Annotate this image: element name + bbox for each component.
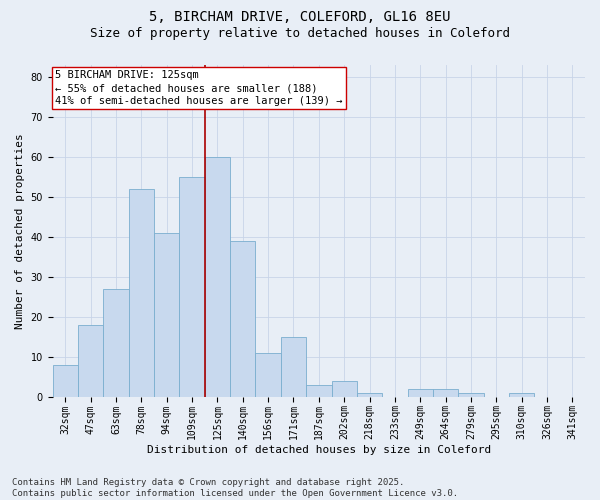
Bar — [78, 324, 103, 396]
Bar — [53, 364, 78, 396]
Bar — [306, 384, 332, 396]
Text: Contains HM Land Registry data © Crown copyright and database right 2025.
Contai: Contains HM Land Registry data © Crown c… — [12, 478, 458, 498]
Y-axis label: Number of detached properties: Number of detached properties — [15, 133, 25, 328]
Bar — [103, 288, 129, 397]
X-axis label: Distribution of detached houses by size in Coleford: Distribution of detached houses by size … — [147, 445, 491, 455]
Bar — [281, 336, 306, 396]
Bar — [458, 392, 484, 396]
Bar — [154, 233, 179, 396]
Text: 5 BIRCHAM DRIVE: 125sqm
← 55% of detached houses are smaller (188)
41% of semi-d: 5 BIRCHAM DRIVE: 125sqm ← 55% of detache… — [55, 70, 343, 106]
Bar — [205, 157, 230, 396]
Text: 5, BIRCHAM DRIVE, COLEFORD, GL16 8EU: 5, BIRCHAM DRIVE, COLEFORD, GL16 8EU — [149, 10, 451, 24]
Bar — [256, 352, 281, 397]
Bar — [129, 189, 154, 396]
Bar — [433, 388, 458, 396]
Bar — [509, 392, 535, 396]
Bar — [179, 177, 205, 396]
Bar — [332, 380, 357, 396]
Bar — [407, 388, 433, 396]
Text: Size of property relative to detached houses in Coleford: Size of property relative to detached ho… — [90, 28, 510, 40]
Bar — [357, 392, 382, 396]
Bar — [230, 241, 256, 396]
